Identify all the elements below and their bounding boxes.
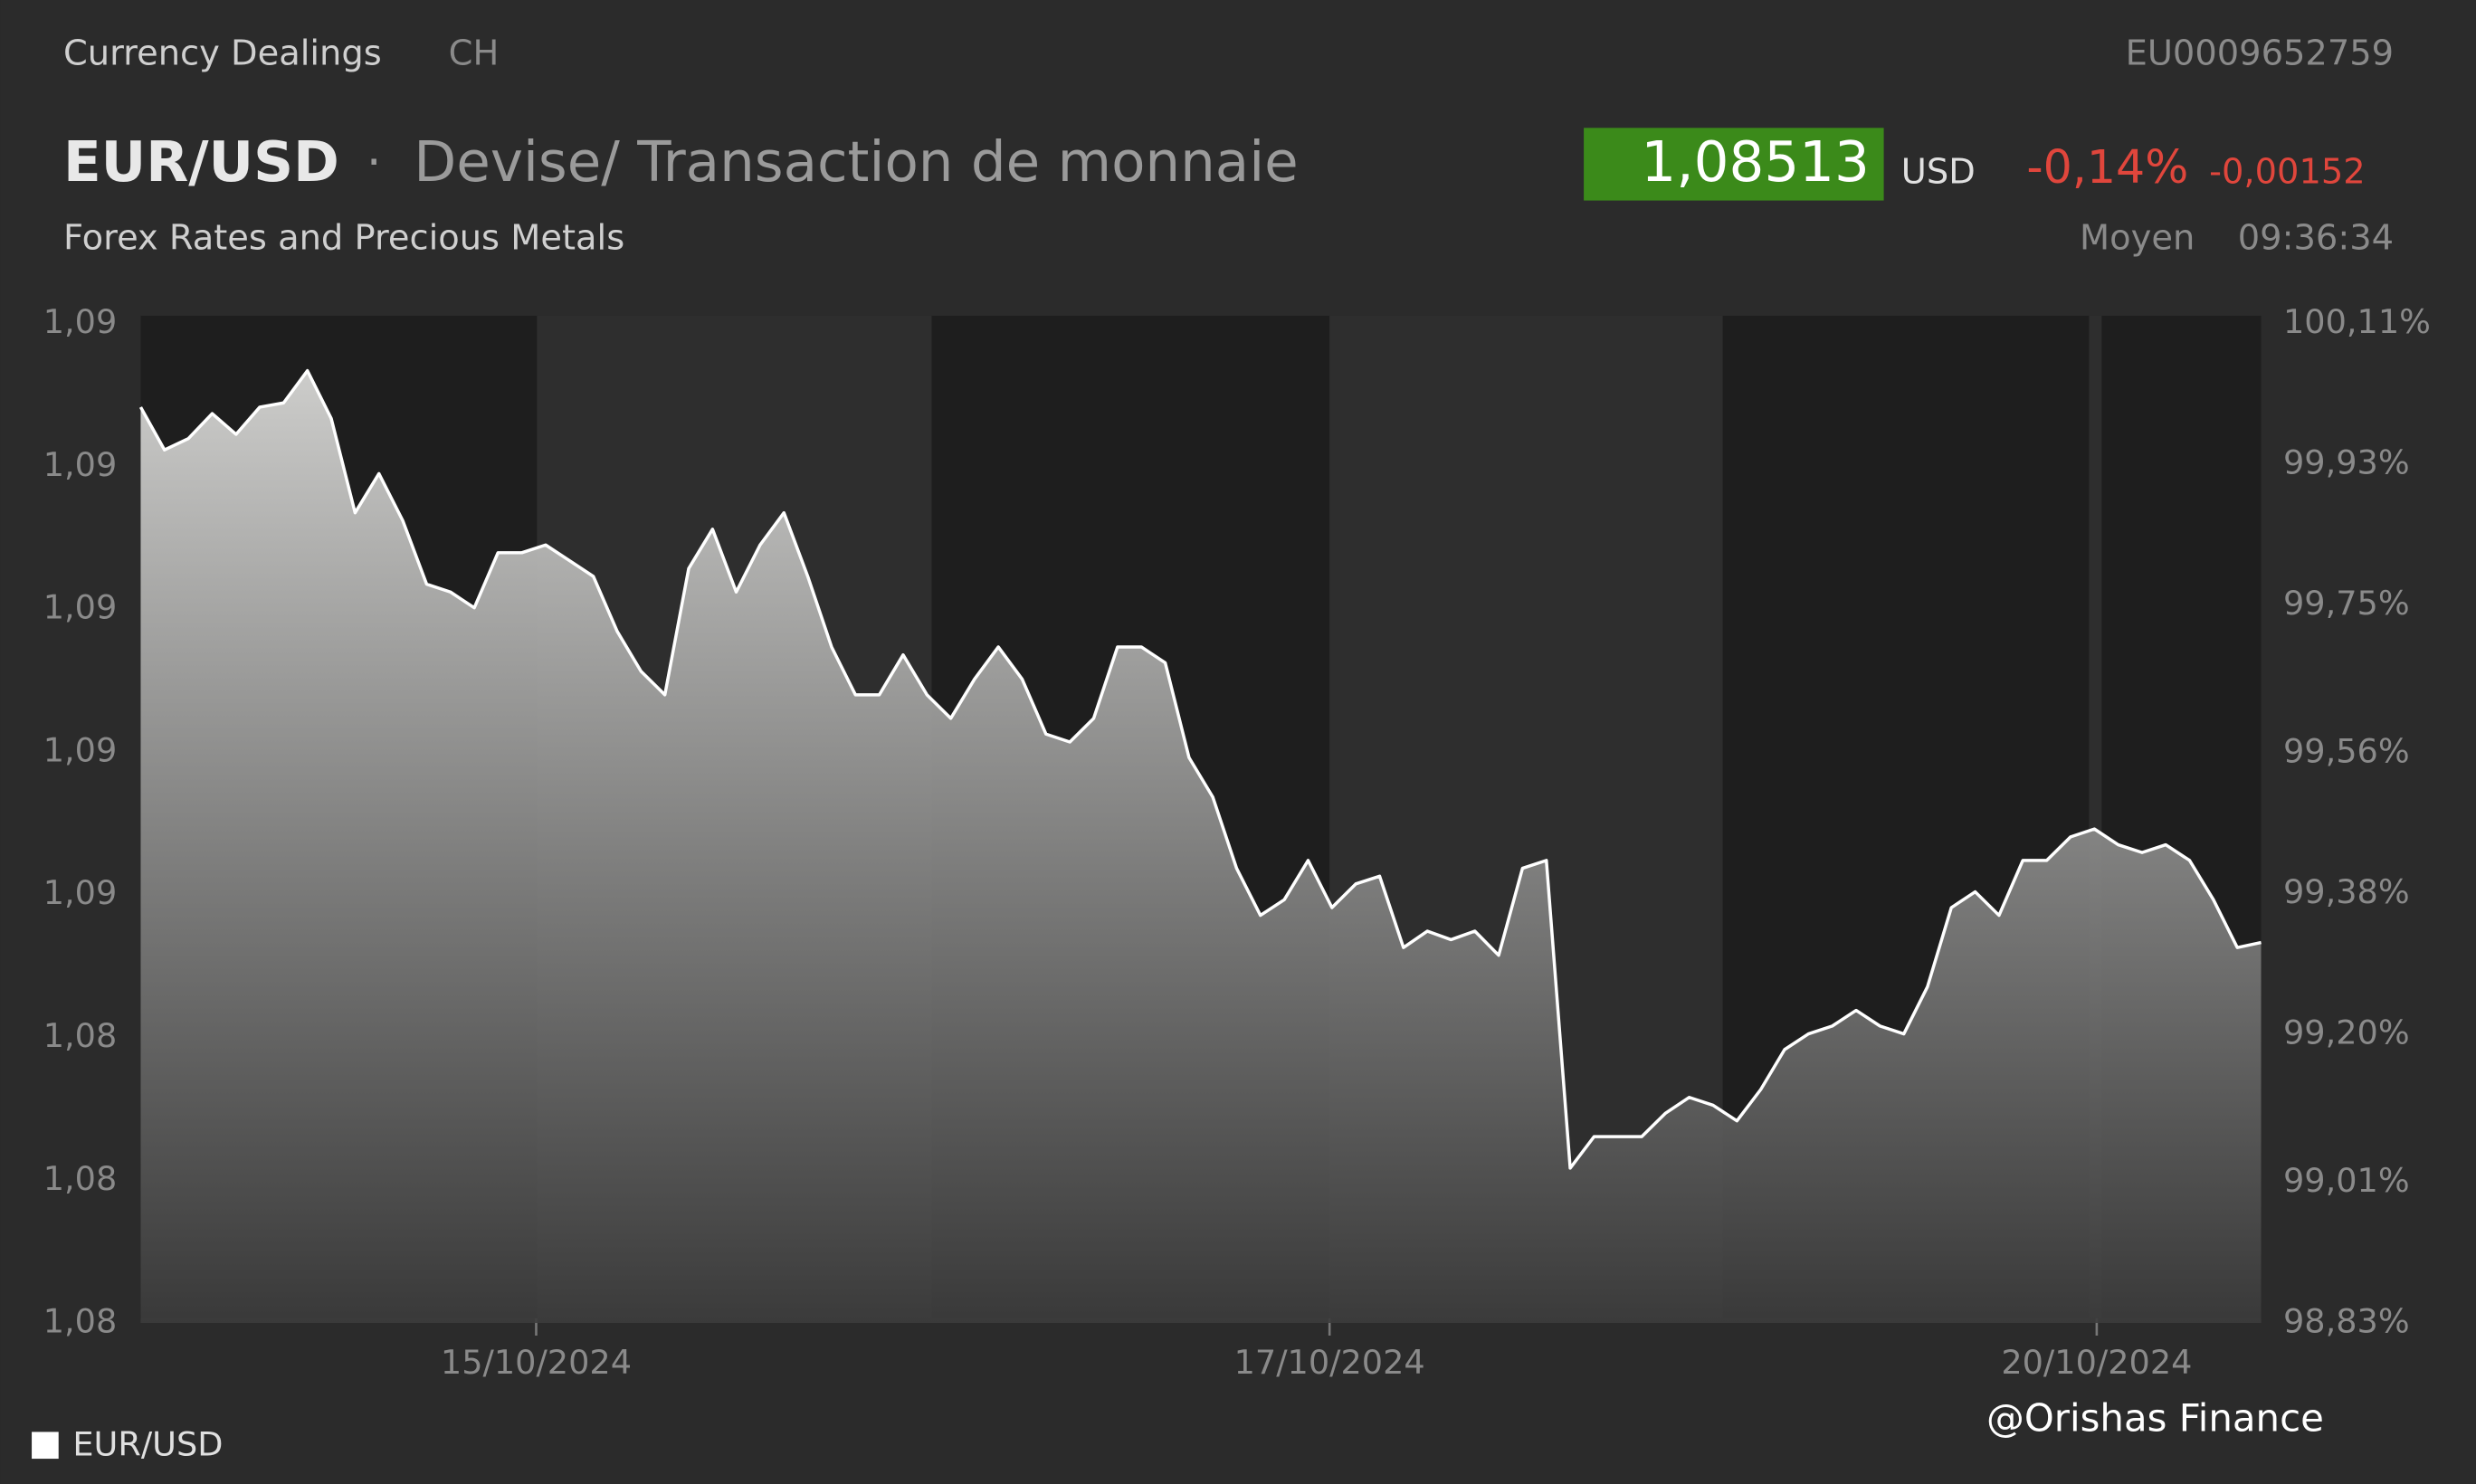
y2-tick-label: 100,11% bbox=[2283, 302, 2431, 341]
y-tick-label: 1,09 bbox=[43, 445, 118, 484]
change: -0,00152 bbox=[2209, 151, 2366, 192]
x-tick-label: 17/10/2024 bbox=[1234, 1343, 1425, 1382]
currency: USD bbox=[1901, 151, 1976, 192]
country: CH bbox=[449, 33, 500, 74]
subtitle: Forex Rates and Precious Metals bbox=[63, 218, 624, 259]
category: Currency Dealings bbox=[63, 33, 382, 74]
y2-tick-label: 99,75% bbox=[2283, 584, 2410, 623]
legend-label: EUR/USD bbox=[72, 1425, 223, 1464]
y2-tick-label: 99,20% bbox=[2283, 1013, 2410, 1051]
y-tick-label: 1,09 bbox=[43, 730, 118, 769]
x-tick-label: 20/10/2024 bbox=[2001, 1343, 2192, 1382]
y-tick-label: 1,09 bbox=[43, 873, 118, 912]
change-percent: -0,14% bbox=[2026, 140, 2188, 194]
y2-tick-label: 99,56% bbox=[2283, 732, 2410, 771]
y-tick-label: 1,09 bbox=[43, 588, 118, 627]
time: 09:36:34 bbox=[2238, 218, 2394, 259]
y-tick-label: 1,08 bbox=[43, 1016, 118, 1055]
y-tick-label: 1,09 bbox=[43, 302, 118, 341]
y2-tick-label: 99,93% bbox=[2283, 442, 2410, 481]
y-tick-label: 1,08 bbox=[43, 1159, 118, 1198]
legend-swatch bbox=[32, 1432, 59, 1460]
description: Devise/ Transaction de monnaie bbox=[414, 130, 1298, 195]
price-type: Moyen bbox=[2080, 218, 2195, 259]
x-tick-label: 15/10/2024 bbox=[441, 1343, 632, 1382]
isin: EU0009652759 bbox=[2126, 33, 2395, 74]
price: 1,08513 bbox=[1641, 130, 1869, 195]
y2-tick-label: 98,83% bbox=[2283, 1302, 2410, 1341]
price-box bbox=[1584, 128, 1884, 201]
separator: · bbox=[367, 135, 382, 190]
area-fill bbox=[140, 370, 2262, 1324]
y2-tick-label: 99,38% bbox=[2283, 872, 2410, 911]
line bbox=[138, 368, 2262, 1170]
y-tick-label: 1,08 bbox=[43, 1302, 118, 1341]
symbol: EUR/USD bbox=[63, 130, 339, 195]
watermark: @Orishas Finance bbox=[1986, 1396, 2324, 1441]
y2-tick-label: 99,01% bbox=[2283, 1161, 2410, 1200]
